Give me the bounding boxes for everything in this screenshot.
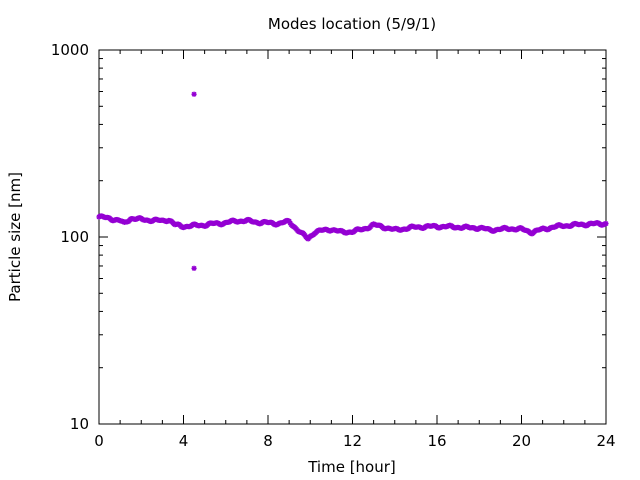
x-tick-label: 16: [427, 432, 446, 450]
plot-frame: [98, 49, 607, 425]
tick-marks: [98, 49, 607, 425]
data-point-outlier: [191, 91, 197, 97]
x-axis-label: Time [hour]: [307, 458, 396, 476]
x-tick-label: 20: [512, 432, 531, 450]
x-tick-label: 24: [596, 432, 615, 450]
tick-labels: 0 4 8 12 16 20 24 10 100 1000: [51, 41, 616, 450]
data-point-outlier: [191, 265, 197, 271]
data-point: [603, 221, 609, 227]
x-tick-label: 0: [94, 432, 104, 450]
y-axis-label: Particle size [nm]: [6, 172, 24, 302]
x-tick-label: 4: [179, 432, 189, 450]
data-points: [96, 91, 609, 271]
y-tick-label: 100: [60, 228, 89, 246]
x-tick-label: 8: [263, 432, 273, 450]
chart-title: Modes location (5/9/1): [268, 15, 436, 33]
y-tick-label: 10: [70, 415, 89, 433]
y-tick-label: 1000: [51, 41, 89, 59]
x-tick-label: 12: [343, 432, 362, 450]
